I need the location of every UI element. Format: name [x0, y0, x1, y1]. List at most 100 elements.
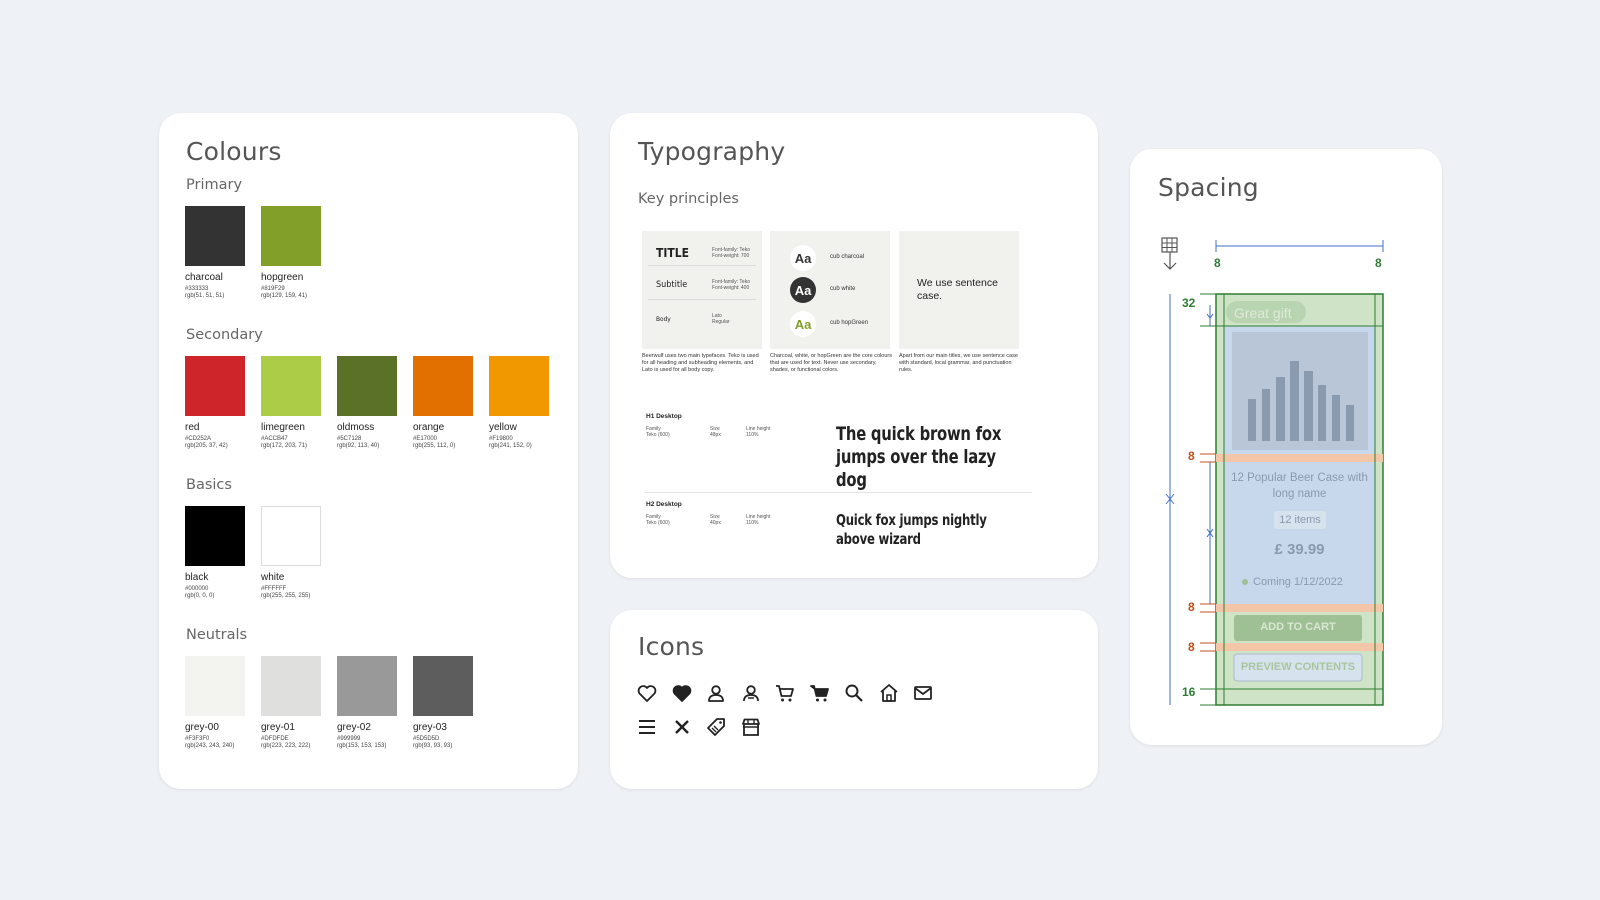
cart-outline-icon	[774, 682, 796, 704]
swatch-chip	[337, 656, 397, 716]
swatch-hex: #DFDFDE	[261, 736, 289, 742]
body-meta-family: Lato	[712, 313, 722, 319]
subtitle-meta-family: Font-family: Teko	[712, 279, 750, 285]
swatch-rgb: rgb(241, 152, 0)	[489, 443, 532, 449]
measure-gap-3: 8	[1188, 640, 1195, 654]
swatch-hex: #819F29	[261, 286, 285, 292]
swatch-limegreen: limegreen #ACCB47 rgb(172, 203, 71)	[261, 356, 321, 449]
h1-size: Size 48px	[710, 426, 721, 438]
sentence-case-caption: Apart from our main titles, we use sente…	[899, 353, 1018, 373]
add-to-cart-button[interactable]: ADD TO CART	[1260, 621, 1336, 633]
type-row-title: TITLE Font-family: Teko Font-weight: 700	[648, 237, 756, 266]
product-price: £ 39.99	[1274, 541, 1325, 558]
store-icon	[740, 716, 762, 738]
swatch-charcoal: charcoal #333333 rgb(51, 51, 51)	[185, 206, 245, 299]
title-meta-weight: Font-weight: 700	[712, 253, 750, 259]
swatch-rgb: rgb(255, 112, 0)	[413, 443, 456, 449]
swatch-hex: #FFFFFF	[261, 586, 287, 592]
aa-hopgreen: Aa	[790, 311, 816, 337]
user-outline-alt-icon	[740, 682, 762, 704]
swatch-hex: #333333	[185, 286, 209, 292]
heart-filled-icon	[671, 682, 693, 704]
spacing-card: Spacing	[1130, 149, 1442, 745]
aa-white: Aa	[790, 277, 816, 303]
aa-hopgreen-label: cub hopGreen	[830, 320, 869, 326]
swatch-black: black #000000 rgb(0, 0, 0)	[185, 506, 245, 599]
aa-white-label: cub white	[830, 286, 856, 292]
swatch-name: orange	[413, 422, 445, 433]
measure-right: 8	[1375, 256, 1382, 270]
cart-filled-icon	[809, 682, 831, 704]
secondary-title: Secondary	[186, 327, 263, 343]
swatch-name: hopgreen	[261, 272, 304, 283]
h1-size-value: 48px	[710, 432, 721, 438]
title-meta: Font-family: Teko Font-weight: 700	[712, 247, 750, 259]
measure-gap-1: 8	[1188, 449, 1195, 463]
product-items: 12 items	[1274, 511, 1326, 529]
swatch-orange: orange #E17000 rgb(255, 112, 0)	[413, 356, 473, 449]
h1-sample: The quick brown fox jumps over the lazy …	[836, 423, 1002, 491]
neutrals-title: Neutrals	[186, 627, 248, 643]
swatch-rgb: rgb(92, 113, 40)	[337, 443, 380, 449]
swatch-rgb: rgb(0, 0, 0)	[185, 593, 215, 599]
key-principles-title: Key principles	[638, 191, 739, 207]
product-badge: Great gift	[1234, 305, 1292, 321]
title-sample: TITLE	[656, 246, 689, 260]
swatch-name: yellow	[489, 422, 517, 433]
swatch-white: white #FFFFFF rgb(255, 255, 255)	[261, 506, 321, 599]
swatch-rgb: rgb(172, 203, 71)	[261, 443, 308, 449]
primary-title: Primary	[186, 177, 243, 193]
h1-lineheight: Line height 110%	[746, 426, 770, 438]
swatch-chip	[337, 356, 397, 416]
h2-family: Family Teko (600)	[646, 514, 670, 526]
h1-family-value: Teko (600)	[646, 432, 670, 438]
swatch-name: grey-00	[185, 722, 219, 733]
title-meta-family: Font-family: Teko	[712, 247, 750, 253]
grid-arrow-icon	[1160, 237, 1180, 276]
mail-icon	[912, 682, 934, 704]
swatch-chip	[261, 656, 321, 716]
search-icon	[843, 682, 865, 704]
aa-charcoal: Aa	[790, 245, 816, 271]
swatch-grey-01: grey-01 #DFDFDE rgb(223, 223, 222)	[261, 656, 321, 749]
swatch-rgb: rgb(255, 255, 255)	[261, 593, 311, 599]
aa-charcoal-label: cub charcoal	[830, 254, 865, 260]
swatch-hex: #CD252A	[185, 436, 212, 442]
swatch-name: charcoal	[185, 272, 223, 283]
measure-top: 32	[1182, 296, 1196, 310]
preview-contents-button[interactable]: PREVIEW CONTENTS	[1240, 661, 1356, 673]
swatch-hex: #ACCB47	[261, 436, 288, 442]
body-sample: Body	[656, 315, 671, 323]
menu-icon	[636, 716, 658, 738]
h2-family-label: Family	[646, 514, 661, 520]
h2-label: H2 Desktop	[646, 501, 682, 508]
heart-outline-icon	[636, 682, 658, 704]
h1-label: H1 Desktop	[646, 413, 682, 420]
swatch-chip	[261, 206, 321, 266]
type-row-body: Body Lato Regular	[648, 305, 756, 333]
swatch-hex: #999999	[337, 736, 361, 742]
swatch-name: grey-02	[337, 722, 371, 733]
swatch-chip	[261, 506, 321, 566]
h2-family-value: Teko (600)	[646, 520, 670, 526]
spacing-diagram	[1165, 240, 1384, 706]
typography-card: Typography Key principles TITLE Font-fam…	[610, 113, 1098, 578]
swatch-hex: #5D5D5D	[413, 736, 440, 742]
text-colours-box: Aa cub charcoal Aa cub white Aa cub hopG…	[770, 231, 890, 349]
close-icon	[671, 716, 693, 738]
measure-bottom: 16	[1182, 685, 1196, 699]
subtitle-meta: Font-family: Teko Font-weight: 400	[712, 279, 750, 291]
swatch-name: limegreen	[261, 422, 305, 433]
swatch-rgb: rgb(243, 243, 240)	[185, 743, 235, 749]
h2-size-value: 40px	[710, 520, 721, 526]
tag-icon	[705, 716, 727, 738]
colours-title: Colours	[186, 137, 282, 166]
swatch-red: red #CD252A rgb(205, 37, 42)	[185, 356, 245, 449]
h1-lh-value: 110%	[746, 432, 759, 438]
basics-title: Basics	[186, 477, 232, 493]
swatch-chip	[413, 356, 473, 416]
product-name: 12 Popular Beer Case with long name	[1231, 472, 1368, 500]
product-status: Coming 1/12/2022	[1253, 576, 1343, 588]
measure-gap-2: 8	[1188, 600, 1195, 614]
swatch-grey-02: grey-02 #999999 rgb(153, 153, 153)	[337, 656, 397, 749]
